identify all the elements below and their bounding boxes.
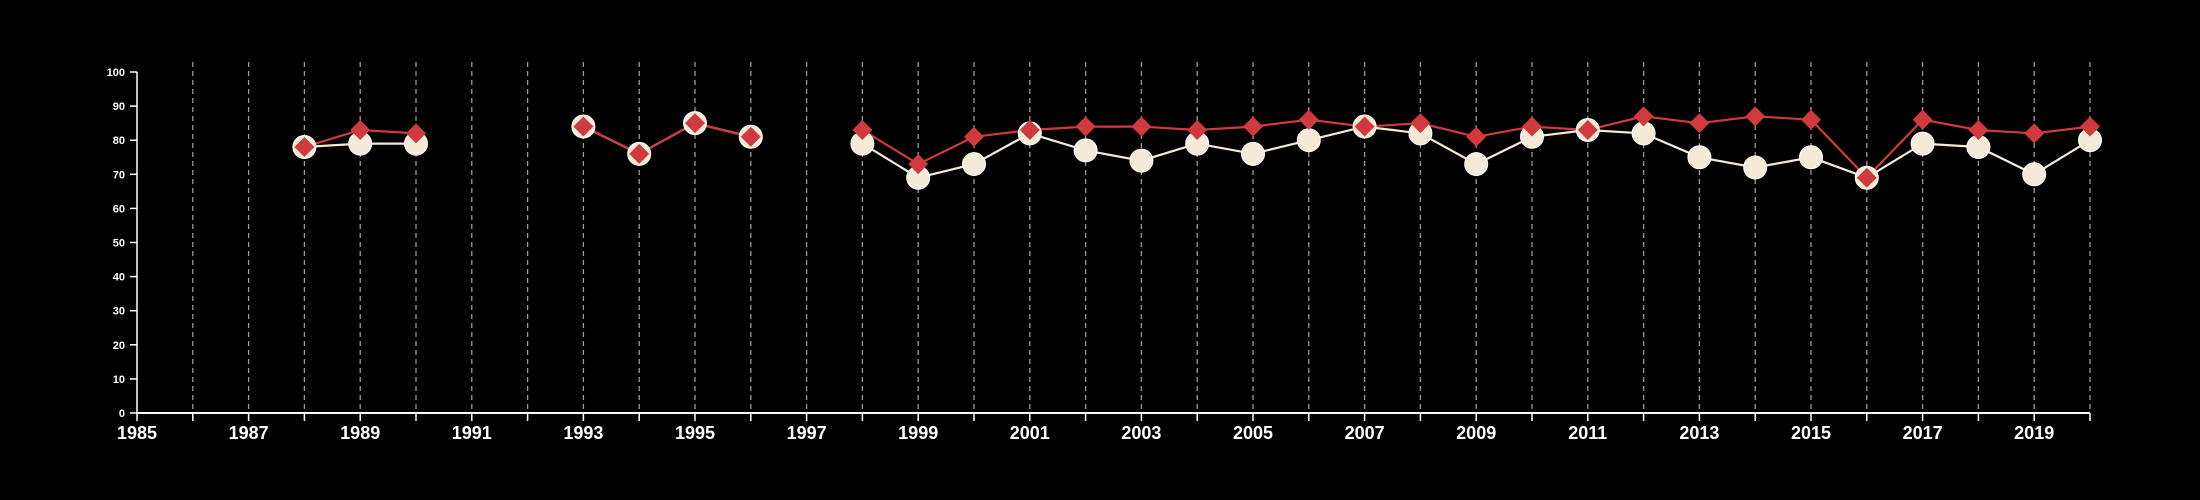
axes: 0 10 20 30 40 50 60 70 80 90 100 1985 1987 1989 1991 19… xyxy=(107,67,2091,443)
series-1-point-2013 xyxy=(1689,113,1710,134)
x-tick-label: 2001 xyxy=(1010,423,1050,443)
series-0-point-2003 xyxy=(1129,148,1154,173)
x-tick-label: 1999 xyxy=(898,423,938,443)
x-tick-label: 2015 xyxy=(1791,423,1831,443)
series-1-point-2020 xyxy=(2080,116,2100,137)
series-0-point-2014 xyxy=(1743,155,1768,180)
series-0-point-2013 xyxy=(1687,145,1712,170)
series-1-point-1990 xyxy=(406,123,426,144)
series-0-point-2019 xyxy=(2022,162,2047,187)
y-tick-label: 80 xyxy=(113,135,125,147)
series-1-point-2017 xyxy=(1912,109,1933,130)
series-1-point-2018 xyxy=(1968,119,1989,140)
x-tick-label: 1985 xyxy=(117,423,157,443)
series-1-point-1999 xyxy=(908,154,929,175)
series-1-point-2000 xyxy=(964,126,984,147)
series-1-point-2014 xyxy=(1745,106,1766,127)
x-tick-label: 2003 xyxy=(1121,423,1161,443)
series-layer xyxy=(292,106,2102,190)
series-1-point-1989 xyxy=(350,119,371,140)
series-1-point-2005 xyxy=(1243,116,1263,137)
series-1-point-1994 xyxy=(629,143,650,164)
series-1-point-1996 xyxy=(740,126,761,147)
series-1-point-2003 xyxy=(1131,116,1152,137)
series-0-point-2006 xyxy=(1296,128,1321,153)
series-1-point-2007 xyxy=(1354,116,1375,137)
series-1-point-2011 xyxy=(1577,119,1598,140)
series-1-point-2004 xyxy=(1187,119,1208,140)
y-tick-label: 10 xyxy=(113,374,125,386)
gridlines xyxy=(192,62,2091,413)
x-tick-label: 2019 xyxy=(2014,423,2054,443)
series-1-line xyxy=(582,122,752,156)
x-tick-label: 1995 xyxy=(675,423,715,443)
x-tick-label: 2013 xyxy=(1679,423,1719,443)
y-tick-label: 70 xyxy=(113,169,125,181)
series-1-point-1988 xyxy=(294,137,315,158)
series-1-point-2006 xyxy=(1298,109,1319,130)
series-1-point-2009 xyxy=(1466,126,1487,147)
series-1-point-1995 xyxy=(685,113,705,134)
x-tick-label: 2009 xyxy=(1456,423,1496,443)
y-tick-label: 40 xyxy=(113,272,125,284)
series-1-point-2016 xyxy=(1856,167,1877,188)
series-0-point-2009 xyxy=(1464,152,1489,177)
y-tick-label: 90 xyxy=(113,101,125,113)
series-1-point-1998 xyxy=(852,119,873,140)
x-tick-label: 1991 xyxy=(452,423,492,443)
x-tick-label: 2005 xyxy=(1233,423,1273,443)
x-tick-label: 2017 xyxy=(1903,423,1943,443)
y-tick-label: 100 xyxy=(107,67,125,79)
series-0-point-2017 xyxy=(1910,131,1935,156)
x-tick-label: 2011 xyxy=(1568,423,1607,443)
y-tick-label: 30 xyxy=(113,306,125,318)
series-0-point-2005 xyxy=(1241,141,1265,166)
series-0-point-2015 xyxy=(1799,145,1823,170)
series-1-point-2019 xyxy=(2024,123,2045,144)
series-1-point-1993 xyxy=(573,116,594,137)
x-tick-label: 1997 xyxy=(787,423,827,443)
x-tick-label: 2007 xyxy=(1345,423,1385,443)
y-tick-label: 0 xyxy=(119,408,125,420)
series-1-point-2008 xyxy=(1410,113,1431,134)
series-1-point-2012 xyxy=(1633,106,1654,127)
y-tick-label: 60 xyxy=(113,203,125,215)
y-tick-label: 50 xyxy=(113,238,125,250)
x-tick-label: 1989 xyxy=(340,423,380,443)
series-0-point-2000 xyxy=(962,152,986,177)
series-1-point-2002 xyxy=(1075,116,1096,137)
x-tick-label: 1993 xyxy=(563,423,603,443)
y-tick-label: 20 xyxy=(113,340,125,352)
series-1-point-2010 xyxy=(1522,116,1542,137)
series-1-point-2001 xyxy=(1019,119,1040,140)
series-0-point-2002 xyxy=(1073,138,1098,163)
x-tick-label: 1987 xyxy=(229,423,269,443)
series-1-point-2015 xyxy=(1801,109,1821,130)
